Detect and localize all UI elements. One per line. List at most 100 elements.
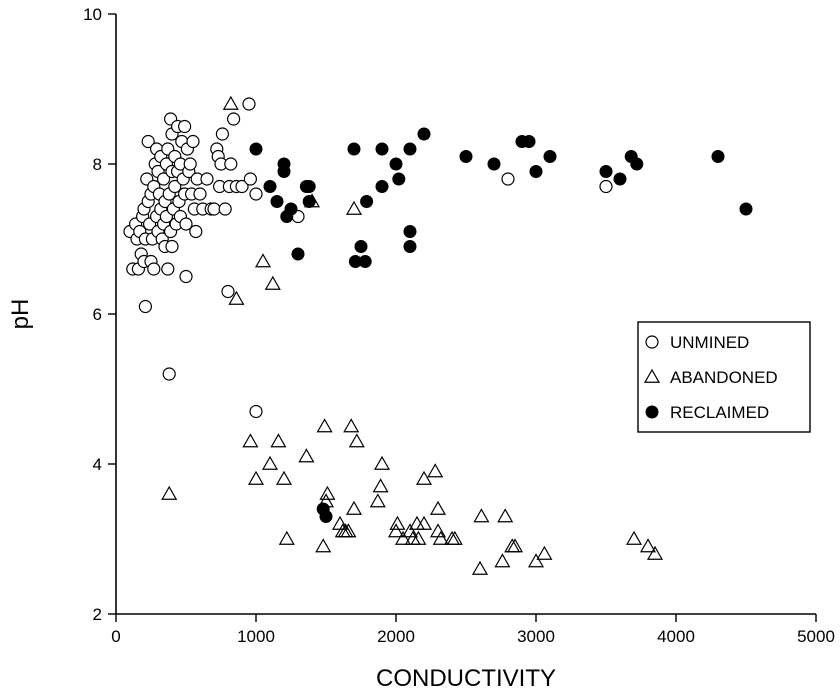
abandoned-point — [389, 515, 406, 530]
unmined-point — [207, 202, 221, 216]
reclaimed-point — [739, 202, 753, 216]
unmined-point — [165, 239, 179, 254]
x-tick-label: 2000 — [377, 627, 415, 646]
abandoned-point — [315, 538, 332, 553]
reclaimed-point — [487, 157, 501, 171]
reclaimed-point — [630, 157, 644, 171]
y-tick-label: 10 — [83, 5, 102, 24]
unmined-point — [221, 284, 235, 299]
unmined-point — [235, 179, 249, 194]
abandoned-point — [372, 478, 389, 493]
legend-label-unmined: UNMINED — [670, 333, 749, 352]
reclaimed-point — [270, 195, 284, 208]
unmined-point — [178, 119, 192, 134]
unmined-point — [168, 179, 182, 194]
abandoned-point — [536, 545, 553, 560]
legend: UNMINED ABANDONED RECLAIMED — [637, 321, 811, 433]
abandoned-point — [345, 500, 363, 515]
reclaimed-point — [711, 150, 725, 163]
abandoned-point — [298, 448, 315, 463]
reclaimed-point — [354, 240, 368, 253]
abandoned-point — [316, 418, 333, 433]
abandoned-point — [254, 253, 272, 268]
reclaimed-point — [375, 142, 389, 156]
legend-box — [637, 321, 811, 433]
reclaimed-point — [358, 255, 372, 268]
unmined-point — [249, 404, 263, 419]
reclaimed-point — [403, 142, 417, 156]
unmined-point — [141, 134, 155, 149]
x-axis-title: CONDUCTIVITY — [376, 665, 556, 692]
reclaimed-point — [319, 510, 333, 523]
y-tick-label: 6 — [93, 305, 102, 324]
unmined-point — [186, 134, 200, 149]
unmined-point — [599, 179, 613, 194]
y-tick-label: 2 — [93, 605, 102, 624]
abandoned-point — [228, 290, 245, 305]
reclaimed-point — [529, 165, 543, 178]
reclaimed-point — [302, 180, 316, 193]
abandoned-point — [639, 538, 657, 553]
reclaimed-point — [613, 172, 627, 186]
legend-label-abandoned: ABANDONED — [670, 368, 778, 387]
unmined-point — [243, 172, 257, 186]
reclaimed-point — [263, 180, 277, 193]
unmined-point — [501, 172, 515, 186]
unmined-point — [200, 172, 214, 186]
series-unmined — [123, 97, 613, 419]
abandoned-point — [471, 560, 489, 575]
abandoned-point — [625, 530, 643, 545]
unmined-point — [183, 157, 197, 171]
reclaimed-point — [417, 127, 431, 141]
abandoned-point — [429, 500, 447, 515]
unmined-point — [157, 172, 171, 186]
reclaimed-point — [459, 150, 473, 163]
abandoned-point — [504, 538, 521, 553]
abandoned-point — [275, 470, 293, 485]
unmined-point — [249, 187, 263, 201]
abandoned-point — [473, 508, 490, 523]
unmined-point — [215, 127, 229, 141]
legend-marker-abandoned — [643, 368, 661, 383]
y-ticks: 2 4 6 8 10 — [83, 5, 116, 624]
reclaimed-point — [599, 165, 613, 178]
reclaimed-point — [522, 135, 536, 148]
abandoned-point — [222, 95, 239, 110]
abandoned-point — [415, 515, 433, 530]
axes — [115, 14, 816, 615]
abandoned-point — [494, 553, 511, 568]
reclaimed-point — [392, 172, 406, 186]
reclaimed-point — [375, 180, 389, 193]
legend-label-reclaimed: RECLAIMED — [670, 403, 769, 422]
y-tick-label: 8 — [93, 155, 102, 174]
unmined-point — [161, 262, 175, 276]
x-tick-label: 5000 — [797, 627, 835, 646]
abandoned-point — [319, 485, 336, 500]
legend-marker-reclaimed — [645, 405, 659, 419]
unmined-point — [218, 202, 232, 216]
abandoned-point — [432, 530, 449, 545]
abandoned-point — [369, 493, 386, 508]
legend-marker-unmined — [645, 335, 659, 349]
reclaimed-point — [347, 142, 361, 156]
plot-area — [123, 95, 753, 575]
reclaimed-point — [543, 150, 557, 163]
abandoned-point — [415, 470, 433, 485]
x-tick-label: 1000 — [237, 627, 275, 646]
abandoned-point — [497, 508, 514, 523]
reclaimed-point — [277, 165, 291, 178]
abandoned-point — [373, 455, 391, 470]
unmined-point — [138, 299, 152, 314]
unmined-point — [227, 112, 241, 126]
unmined-point — [162, 367, 176, 381]
abandoned-point — [161, 485, 178, 500]
series-reclaimed — [249, 127, 753, 523]
abandoned-point — [264, 275, 281, 290]
abandoned-point — [242, 433, 259, 448]
abandoned-point — [527, 553, 545, 568]
x-tick-label: 3000 — [517, 627, 555, 646]
abandoned-point — [345, 200, 363, 215]
reclaimed-point — [360, 195, 374, 208]
unmined-point — [179, 217, 193, 231]
